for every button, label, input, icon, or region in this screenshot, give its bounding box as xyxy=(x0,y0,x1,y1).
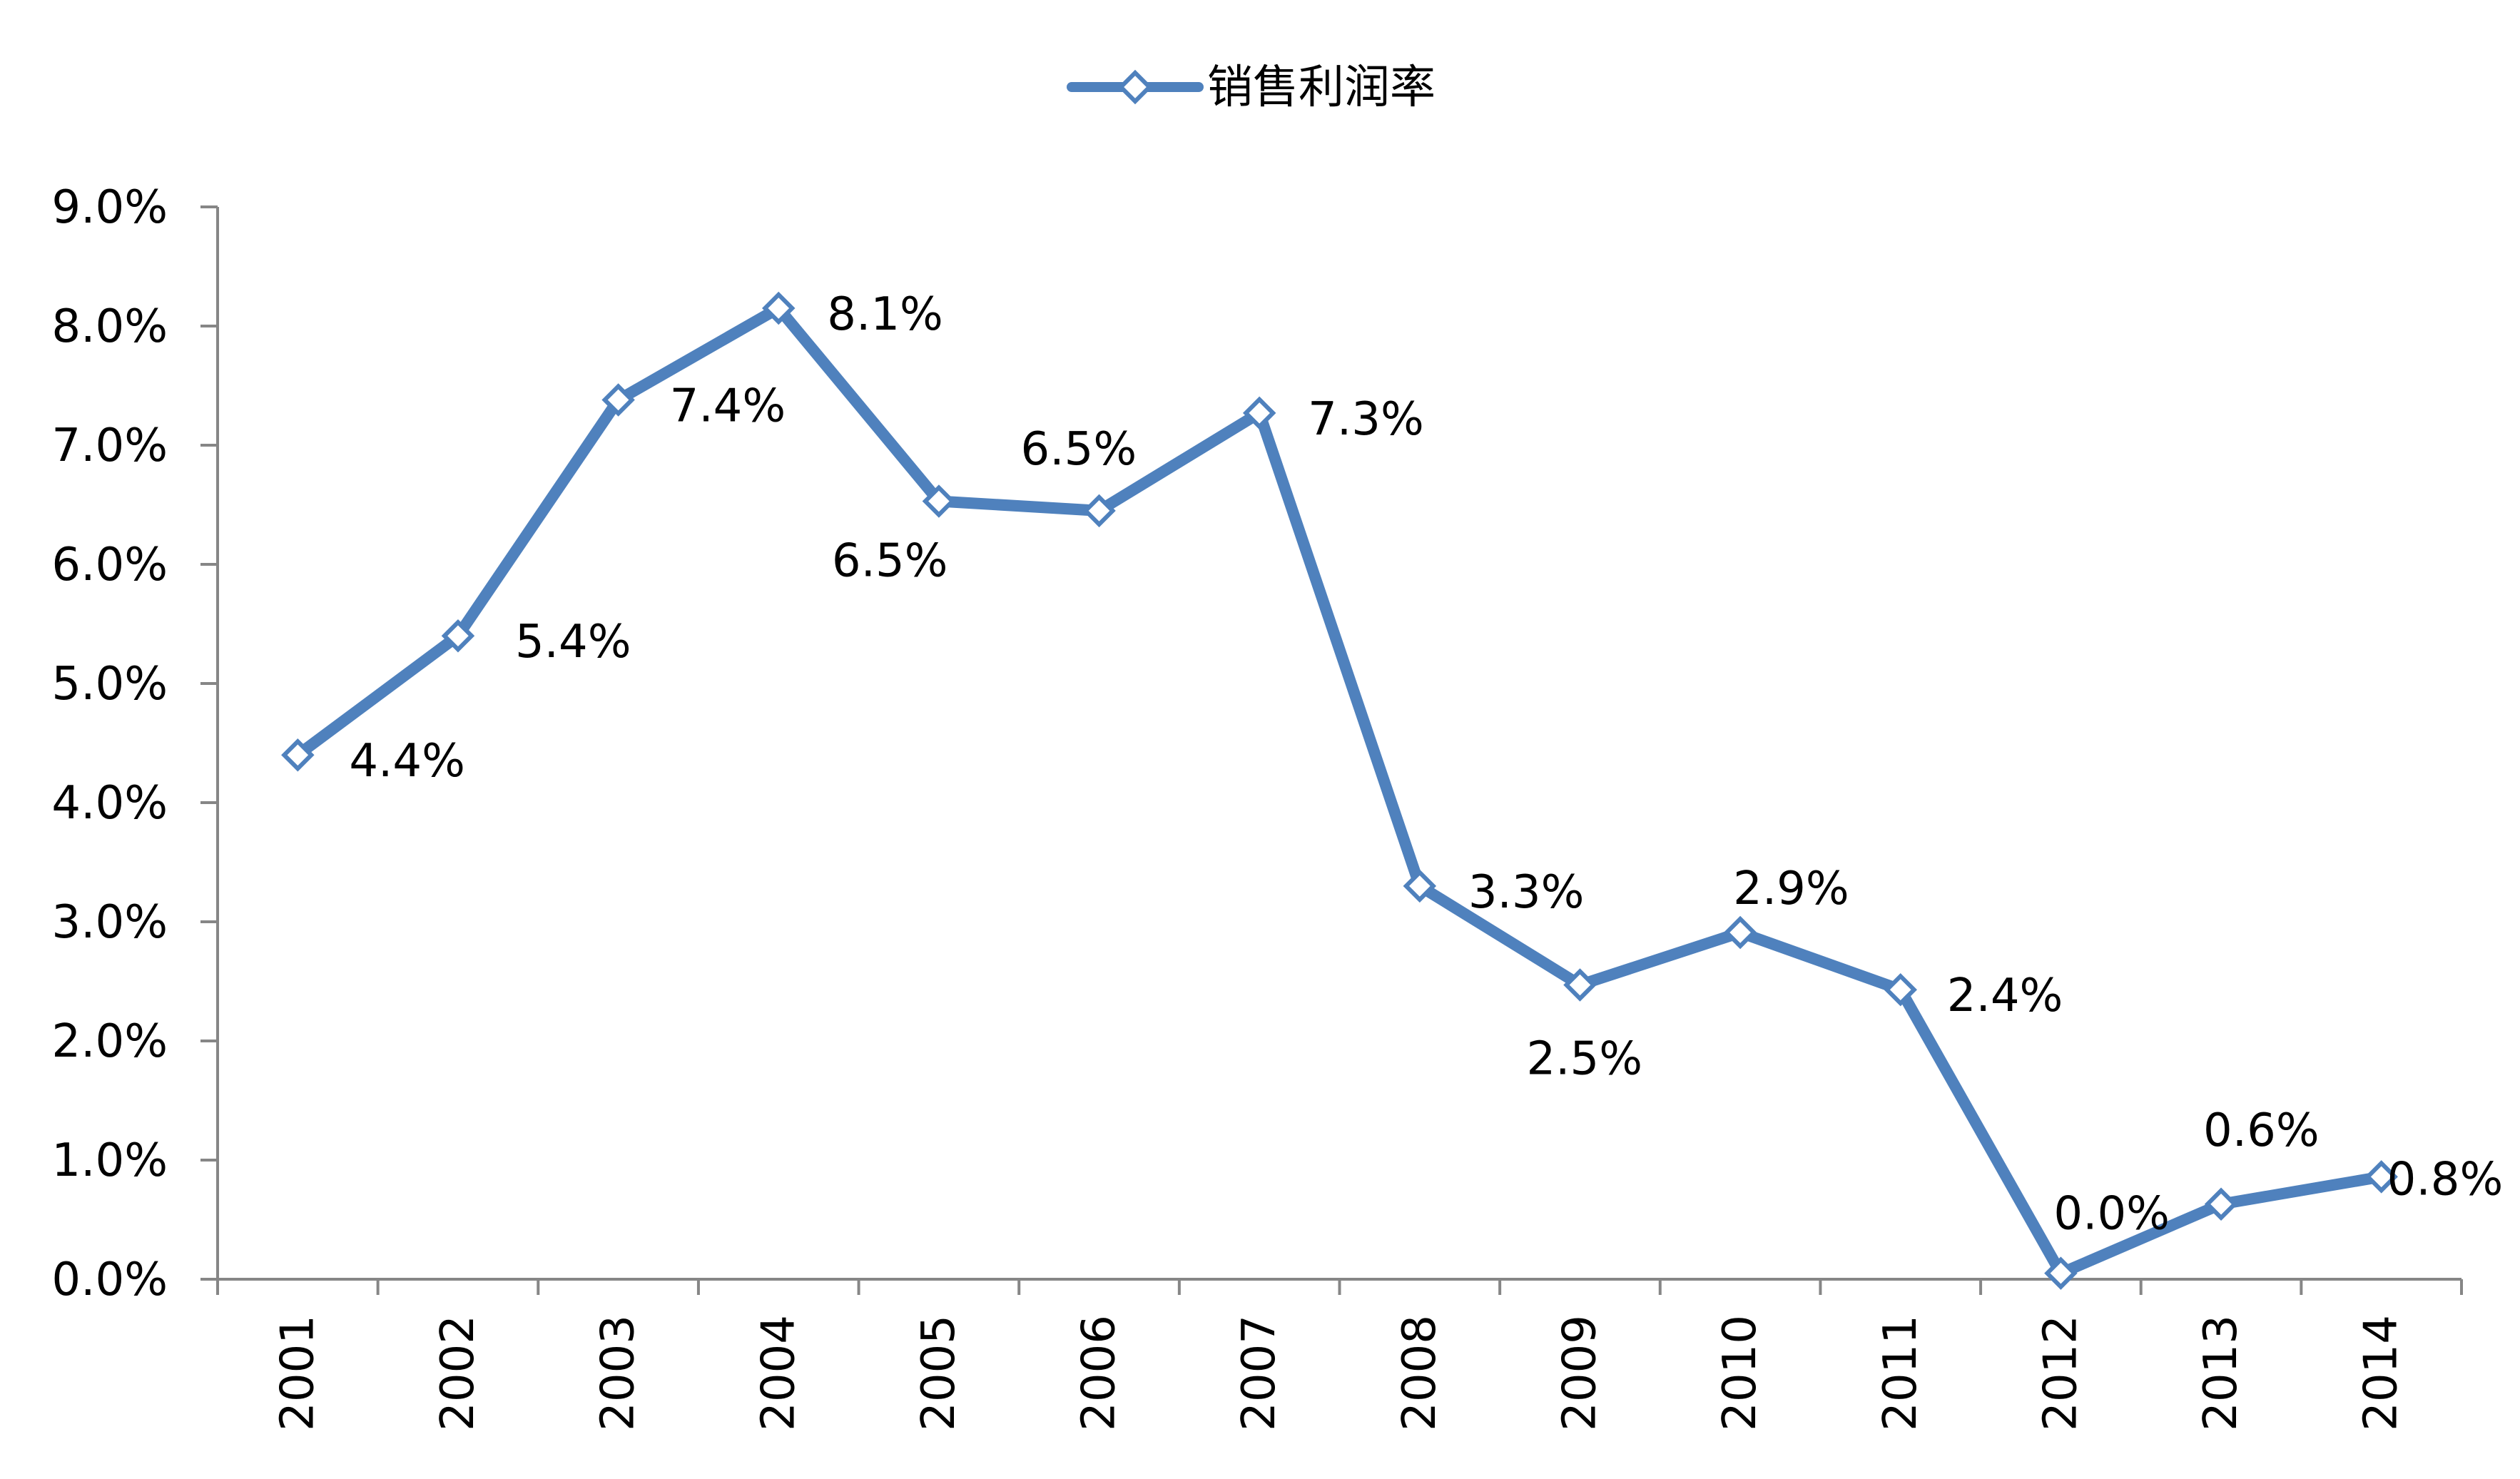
data-label: 0.0% xyxy=(2053,1188,2170,1241)
data-label: 6.5% xyxy=(1021,423,1137,476)
x-tick-label: 2010 xyxy=(1714,1315,1767,1431)
x-tick-label: 2004 xyxy=(752,1315,805,1431)
data-label-group: 4.4% 5.4% 7.4% 8.1% 6.5% 6.5% 7.3% 3.3% 2.5% 2.9%… xyxy=(349,288,2503,1241)
y-tick-label: 5.0% xyxy=(51,658,168,711)
series-line-group xyxy=(281,291,2398,1290)
legend-label: 销售利润率 xyxy=(1207,61,1436,114)
data-point-marker xyxy=(1723,915,1757,950)
x-tick-label: 2013 xyxy=(2195,1315,2247,1431)
data-label: 7.4% xyxy=(670,380,786,433)
data-label: 2.5% xyxy=(1526,1033,1642,1086)
data-point-marker xyxy=(281,738,315,772)
x-tick-label: 2008 xyxy=(1393,1315,1446,1431)
data-point-marker xyxy=(2044,1256,2078,1290)
x-tick-label: 2002 xyxy=(432,1315,484,1431)
data-label: 2.4% xyxy=(1947,970,2063,1022)
x-axis: 2001 2002 2003 2004 2005 2006 2007 2008 2009 2010… xyxy=(216,1278,2463,1431)
y-tick-label: 0.0% xyxy=(51,1254,168,1306)
y-tick-label: 2.0% xyxy=(51,1015,168,1068)
y-tick-label: 3.0% xyxy=(51,896,168,949)
data-label: 3.3% xyxy=(1468,866,1585,919)
data-point-marker xyxy=(1082,494,1116,528)
x-tick-label: 2005 xyxy=(913,1315,965,1431)
x-tick-label: 2001 xyxy=(271,1315,324,1431)
data-label: 8.1% xyxy=(827,288,943,341)
series-line xyxy=(292,302,2387,1279)
data-label: 5.4% xyxy=(515,616,631,669)
data-point-marker xyxy=(1403,869,1437,903)
data-point-marker xyxy=(1563,968,1597,1002)
data-label: 7.3% xyxy=(1308,393,1424,446)
data-label: 6.5% xyxy=(832,534,948,587)
data-point-marker xyxy=(1242,396,1276,430)
data-point-marker xyxy=(762,291,796,325)
x-tick-label: 2003 xyxy=(592,1315,645,1431)
y-tick-label: 6.0% xyxy=(51,539,168,591)
data-point-marker xyxy=(601,383,635,417)
x-tick-label: 2012 xyxy=(2034,1315,2087,1431)
y-tick-label: 9.0% xyxy=(51,181,168,234)
data-point-marker xyxy=(922,484,956,518)
data-point-marker xyxy=(441,619,475,653)
legend: 销售利润率 xyxy=(1067,61,1436,114)
x-tick-label: 2007 xyxy=(1233,1315,1286,1431)
legend-diamond-icon xyxy=(1117,69,1153,105)
y-tick-label: 1.0% xyxy=(51,1134,168,1187)
x-tick-label: 2011 xyxy=(1874,1315,1927,1431)
x-tick-label: 2006 xyxy=(1073,1315,1126,1431)
x-tick-label: 2014 xyxy=(2355,1315,2408,1431)
data-label: 0.6% xyxy=(2203,1104,2320,1157)
data-point-marker xyxy=(1884,972,1917,1007)
data-point-marker xyxy=(2364,1160,2398,1194)
y-tick-label: 4.0% xyxy=(51,777,168,830)
y-tick-label: 7.0% xyxy=(51,420,168,472)
y-tick-label: 8.0% xyxy=(51,300,168,353)
data-label: 2.9% xyxy=(1733,863,1849,915)
y-axis: 0.0% 1.0% 2.0% 3.0% 4.0% 5.0% 6.0% 7.0% 8.0% 9.0% xyxy=(51,181,219,1306)
data-label: 0.8% xyxy=(2387,1153,2504,1206)
x-tick-label: 2009 xyxy=(1553,1315,1606,1431)
data-point-marker xyxy=(2204,1187,2238,1221)
data-label: 4.4% xyxy=(349,735,465,788)
